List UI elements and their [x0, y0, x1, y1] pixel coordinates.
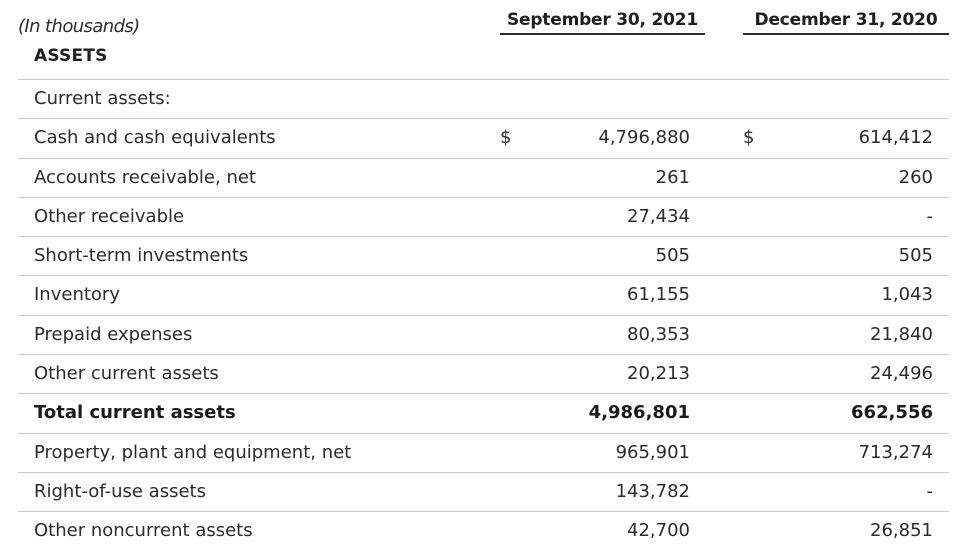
- table-row-current-assets-heading: Current assets:: [18, 80, 949, 120]
- table-row-total-current-assets: Total current assets 4,986,801 662,556: [18, 394, 949, 434]
- row-label: Current assets:: [34, 88, 171, 109]
- value-2021: 261: [655, 166, 690, 188]
- table-row-right-of-use-assets: Right-of-use assets 143,782 -: [18, 473, 949, 513]
- row-label: Cash and cash equivalents: [34, 127, 276, 149]
- value-2021: 80,353: [627, 323, 690, 345]
- value-2020: 505: [898, 245, 933, 267]
- table-row-prepaid-expenses: Prepaid expenses 80,353 21,840: [18, 316, 949, 356]
- value-2020: 26,851: [870, 520, 933, 542]
- value-2021: 4,986,801: [588, 402, 690, 424]
- value-2020: -: [926, 205, 934, 227]
- value-2021: 20,213: [627, 363, 690, 385]
- value-2021: 61,155: [627, 284, 690, 306]
- value-2020: 662,556: [851, 402, 933, 424]
- value-2020: 24,496: [870, 363, 933, 385]
- units-note: (In thousands): [18, 16, 140, 37]
- value-2021: 27,434: [627, 205, 690, 227]
- value-2021: 965,901: [615, 441, 690, 463]
- table-row-accounts-receivable: Accounts receivable, net 261 260: [18, 159, 949, 198]
- value-2021: 4,796,880: [598, 127, 690, 149]
- currency-symbol: $: [743, 127, 755, 149]
- table-row-other-receivable: Other receivable 27,434 -: [18, 198, 949, 238]
- row-label: Right-of-use assets: [34, 480, 206, 502]
- table-row-other-current-assets: Other current assets 20,213 24,496: [18, 355, 949, 395]
- value-2020: 21,840: [870, 323, 933, 345]
- section-label-assets: ASSETS: [34, 46, 108, 66]
- row-label: Total current assets: [34, 402, 236, 424]
- value-2021: 42,700: [627, 520, 690, 542]
- balance-sheet-table: Current assets: Cash and cash equivalent…: [18, 79, 949, 551]
- table-row-inventory: Inventory 61,155 1,043: [18, 276, 949, 316]
- row-label: Property, plant and equipment, net: [34, 441, 352, 463]
- currency-symbol: $: [500, 127, 512, 149]
- value-2020: 1,043: [881, 284, 933, 306]
- row-label: Other receivable: [34, 205, 185, 227]
- row-label: Inventory: [34, 284, 120, 306]
- table-row-short-term-investments: Short-term investments 505 505: [18, 237, 949, 277]
- row-label: Other noncurrent assets: [34, 520, 253, 542]
- table-row-ppe: Property, plant and equipment, net 965,9…: [18, 434, 949, 473]
- row-label: Short-term investments: [34, 245, 249, 267]
- table-row-other-noncurrent-assets: Other noncurrent assets 42,700 26,851: [18, 512, 949, 550]
- value-2020: -: [926, 480, 934, 502]
- row-label: Other current assets: [34, 363, 219, 385]
- value-2020: 260: [898, 166, 933, 188]
- value-2020: 713,274: [858, 441, 933, 463]
- value-2020: 614,412: [858, 127, 933, 149]
- column-header-sep-2021: September 30, 2021: [500, 7, 705, 35]
- row-label: Accounts receivable, net: [34, 166, 256, 188]
- table-row-cash: Cash and cash equivalents $ 4,796,880 $ …: [18, 119, 949, 159]
- column-header-dec-2020: December 31, 2020: [743, 7, 949, 35]
- value-2021: 505: [655, 245, 690, 267]
- value-2021: 143,782: [615, 480, 690, 502]
- row-label: Prepaid expenses: [34, 323, 193, 345]
